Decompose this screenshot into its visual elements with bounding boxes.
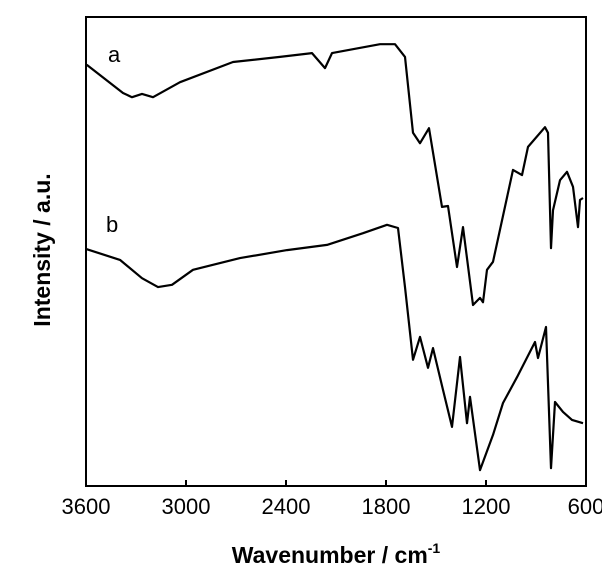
series-line-b — [86, 223, 584, 472]
series-line-a — [86, 43, 584, 307]
x-axis-ticks: 3600 3000 2400 1800 1200 600 — [62, 480, 602, 519]
plot-frame — [85, 16, 587, 487]
y-axis-title: Intensity / a.u. — [29, 173, 55, 326]
series-label-a: a — [108, 42, 121, 67]
x-tick-label: 3000 — [162, 494, 211, 519]
x-tick-label: 600 — [568, 494, 602, 519]
series-label-b: b — [106, 212, 118, 237]
x-tick-label: 3600 — [62, 494, 111, 519]
x-tick-label: 1200 — [462, 494, 511, 519]
x-axis-title-superscript: -1 — [428, 540, 441, 556]
x-axis-title-text: Wavenumber / cm — [232, 542, 428, 568]
x-axis-title: Wavenumber / cm-1 — [232, 540, 441, 568]
x-tick-label: 2400 — [262, 494, 311, 519]
x-tick-label: 1800 — [362, 494, 411, 519]
series-lines — [86, 43, 584, 472]
